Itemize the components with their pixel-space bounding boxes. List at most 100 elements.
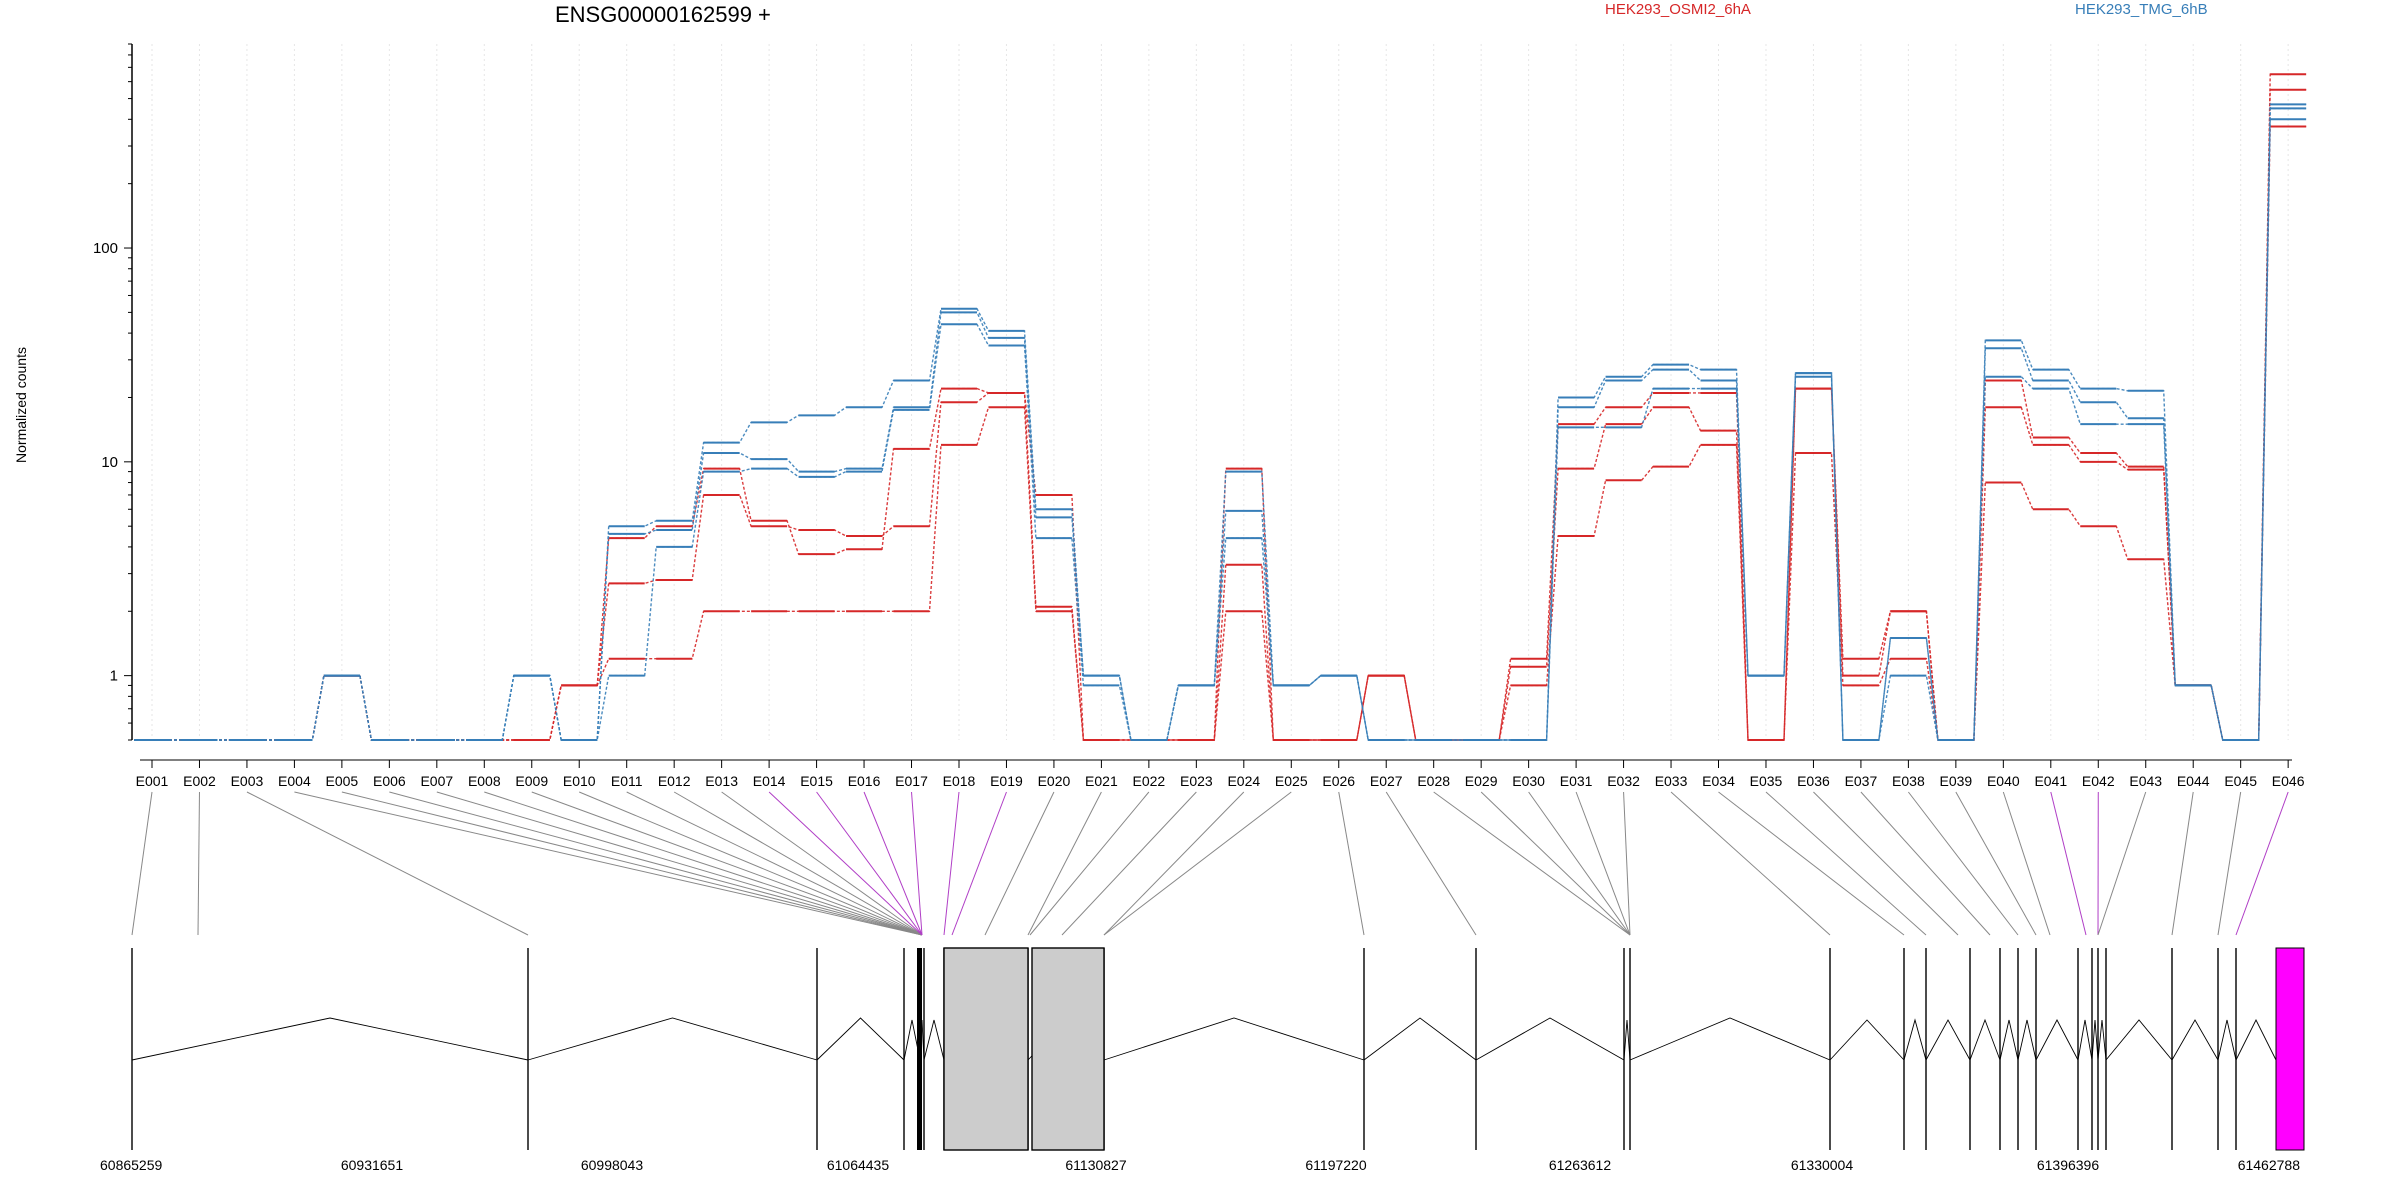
- x-tick-label-e019: E019: [990, 773, 1023, 789]
- exon-connector: [1670, 791, 1831, 936]
- x-tick-labels: E001 E002 E003 E004 E005 E006 E007 E008 E009 E010…: [136, 773, 2305, 789]
- exon-connector: [294, 791, 923, 936]
- exon-connector: [1338, 791, 1365, 936]
- exon-connector: [943, 791, 960, 936]
- x-tick-label-e012: E012: [658, 773, 691, 789]
- intron-line: [1903, 1018, 1927, 1061]
- exon-connector: [1813, 791, 1959, 936]
- coordinate-label: 61064435: [827, 1157, 890, 1173]
- series-layer: [134, 73, 2307, 741]
- x-tick-label-e040: E040: [1987, 773, 2020, 789]
- exon-connector: [1718, 791, 1905, 936]
- gene-model: [131, 947, 2305, 1151]
- intron-line: [1623, 1019, 1631, 1061]
- x-tick-label-e021: E021: [1085, 773, 1118, 789]
- coordinate-label: 60998043: [581, 1157, 644, 1173]
- intron-line: [2105, 1019, 2173, 1061]
- x-tick-label-e011: E011: [611, 773, 643, 789]
- x-tick-label-e034: E034: [1702, 773, 1735, 789]
- grid-layer: [151, 44, 2289, 740]
- x-tick-label-e005: E005: [326, 773, 359, 789]
- exon-connector: [197, 791, 200, 936]
- exon-connector: [673, 791, 923, 936]
- x-tick-label-e008: E008: [468, 773, 501, 789]
- exon-connector: [2235, 791, 2289, 936]
- exon-connector: [1103, 791, 1245, 936]
- intron-line: [1829, 1019, 1905, 1061]
- intron-line: [816, 1017, 905, 1061]
- intron-line: [1629, 1017, 1831, 1061]
- x-tick-label-e016: E016: [848, 773, 881, 789]
- x-tick-label-e026: E026: [1322, 773, 1355, 789]
- x-tick-label-e020: E020: [1038, 773, 1071, 789]
- series-connector-path: [134, 125, 2307, 741]
- exon-connector: [626, 791, 923, 936]
- exon-connector: [1528, 791, 1631, 936]
- x-tick-label-e003: E003: [231, 773, 264, 789]
- x-tick-label-e036: E036: [1797, 773, 1830, 789]
- intron-line: [2217, 1019, 2237, 1061]
- coordinate-label: 60865259: [100, 1157, 163, 1173]
- intron-line: [131, 1017, 529, 1061]
- x-tick-label-e037: E037: [1845, 773, 1878, 789]
- exon-connector: [1433, 791, 1631, 936]
- intron-line: [1969, 1018, 2001, 1061]
- exon-connector: [1027, 791, 1102, 936]
- x-tick-label-e013: E013: [705, 773, 738, 789]
- exon-connector: [389, 791, 923, 936]
- series-connector-path: [134, 103, 2307, 741]
- x-tick-label-e010: E010: [563, 773, 596, 789]
- x-tick-label-e002: E002: [183, 773, 216, 789]
- y-axis-label: Normalized counts: [13, 347, 29, 463]
- intron-line: [1925, 1019, 1971, 1061]
- x-tick-label-e027: E027: [1370, 773, 1403, 789]
- x-tick-label-e017: E017: [895, 773, 928, 789]
- x-tick-label-e001: E001: [136, 773, 169, 789]
- legend-label-tmg: HEK293_TMG_6hB: [2075, 1, 2208, 18]
- exon-connector: [1623, 791, 1631, 936]
- exon-connector: [531, 791, 923, 936]
- exon-connector: [2050, 791, 2087, 936]
- x-tick-label-e039: E039: [1940, 773, 1973, 789]
- intron-line: [2091, 1019, 2099, 1061]
- intron-line: [527, 1017, 818, 1061]
- intron-line: [1363, 1017, 1477, 1061]
- x-tick-label-e004: E004: [278, 773, 311, 789]
- coordinate-label: 61462788: [2238, 1157, 2301, 1173]
- x-tick-label-e031: E031: [1560, 773, 1593, 789]
- series-3: [134, 125, 2307, 741]
- x-tick-label-e015: E015: [800, 773, 833, 789]
- genomic-coordinate-labels: 60865259 60931651 60998043 61064435 61130827…: [100, 1157, 2300, 1173]
- x-tick-label-e042: E042: [2082, 773, 2115, 789]
- exon-connector: [2097, 791, 2147, 936]
- exon-connector: [1575, 791, 1631, 936]
- intron-line: [2171, 1019, 2219, 1061]
- x-tick-label-e009: E009: [515, 773, 548, 789]
- chart-title: ENSG00000162599 +: [555, 2, 771, 27]
- exon-connector: [2171, 791, 2194, 936]
- exon-connector: [951, 791, 1007, 936]
- axes-layer: 1 10 100: [93, 43, 2292, 768]
- x-tick-label-e038: E038: [1892, 773, 1925, 789]
- intron-line: [1475, 1017, 1625, 1061]
- exon-connector: [1955, 791, 2037, 936]
- x-tick-label-e043: E043: [2129, 773, 2162, 789]
- series-6: [134, 103, 2307, 741]
- y-tick-label: 1: [110, 668, 118, 685]
- x-tick-label-e044: E044: [2177, 773, 2210, 789]
- x-tick-label-e014: E014: [753, 773, 786, 789]
- x-tick-label-e006: E006: [373, 773, 406, 789]
- exon-connector: [579, 791, 923, 936]
- series-1: [134, 73, 2307, 741]
- x-tick-label-e033: E033: [1655, 773, 1688, 789]
- exon-connector: [1103, 791, 1292, 936]
- y-tick-label: 10: [101, 454, 118, 471]
- coordinate-label: 61396396: [2037, 1157, 2100, 1173]
- exon-connector: [436, 791, 923, 936]
- coordinate-label: 60931651: [341, 1157, 404, 1173]
- exon-connector: [1480, 791, 1631, 936]
- exon-connector: [911, 791, 923, 936]
- exon-connector: [131, 791, 153, 936]
- series-connector-path: [134, 89, 2307, 741]
